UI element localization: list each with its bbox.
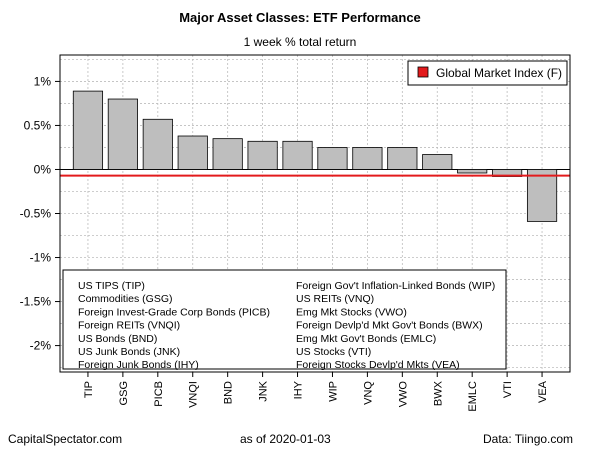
footer-source-right: Data: Tiingo.com	[483, 432, 574, 446]
y-tick-label: -1.5%	[20, 295, 52, 309]
bar-vnqi	[177, 135, 208, 170]
bars	[72, 90, 558, 222]
y-tick-label: -0.5%	[20, 207, 52, 221]
x-tick-label-vti: VTI	[502, 381, 514, 398]
footer-source-left: CapitalSpectator.com	[8, 432, 123, 446]
chart-title: Major Asset Classes: ETF Performance	[179, 10, 421, 25]
x-tick-label-ihy: IHY	[293, 380, 305, 399]
key-entry: US Junk Bonds (JNK)	[78, 346, 180, 358]
x-tick-label-gsg: GSG	[118, 381, 130, 405]
legend: Global Market Index (F)	[407, 60, 568, 86]
y-tick-label: -2%	[30, 339, 52, 353]
x-tick-label-jnk: JNK	[258, 380, 270, 401]
chart-subtitle: 1 week % total return	[243, 35, 357, 49]
bar-bnd	[212, 138, 243, 170]
x-tick-label-vnq: VNQ	[362, 381, 374, 405]
key-entry: US REITs (VNQ)	[296, 293, 374, 305]
ticker-key-box: US TIPS (TIP)Commodities (GSG)Foreign In…	[62, 269, 507, 371]
y-tick-label: 1%	[34, 74, 52, 88]
x-axis: TIP GSG PICB VNQI BND JNK IHY WIP VNQ VWO BWX EMLC V…	[83, 372, 549, 412]
y-axis: 1% 0.5% 0% -0.5% -1% -1.5% -2%	[20, 74, 60, 353]
legend-label: Global Market Index (F)	[436, 66, 562, 80]
key-entry: Foreign Invest-Grade Corp Bonds (PICB)	[78, 306, 270, 318]
y-tick-label: 0%	[34, 162, 52, 176]
key-entry: Emg Mkt Stocks (VWO)	[296, 306, 407, 318]
legend-swatch	[417, 66, 429, 78]
key-entry: Foreign Devlp'd Mkt Gov't Bonds (BWX)	[296, 320, 483, 332]
x-tick-label-vwo: VWO	[397, 381, 409, 408]
key-box-frame	[62, 269, 507, 370]
plot-border	[59, 54, 571, 373]
key-entry: Foreign Junk Bonds (IHY)	[78, 359, 199, 371]
x-tick-label-vnqi: VNQI	[188, 381, 200, 408]
key-entry: US Stocks (VTI)	[296, 346, 371, 358]
key-entry: US TIPS (TIP)	[78, 280, 145, 292]
key-entry: Foreign Stocks Devlp'd Mkts (VEA)	[296, 359, 460, 371]
bar-bwx	[422, 154, 453, 170]
bar-wip	[317, 147, 348, 170]
bar-gsg	[107, 98, 138, 170]
footer-date: as of 2020-01-03	[240, 432, 331, 446]
x-tick-label-bnd: BND	[223, 381, 235, 404]
key-entry: Foreign REITs (VNQI)	[78, 320, 180, 332]
bar-ihy	[282, 140, 313, 170]
bar-jnk	[247, 140, 278, 170]
bar-vwo	[387, 147, 418, 170]
x-tick-label-emlc: EMLC	[467, 381, 479, 412]
key-entry: US Bonds (BND)	[78, 333, 157, 345]
y-tick-label: -1%	[30, 251, 52, 265]
key-entry: Foreign Gov't Inflation-Linked Bonds (WI…	[296, 280, 495, 292]
legend-frame	[407, 60, 568, 86]
key-entry: Emg Mkt Gov't Bonds (EMLC)	[296, 333, 436, 345]
bar-picb	[142, 118, 173, 170]
y-tick-label: 0.5%	[24, 118, 52, 132]
x-tick-label-vea: VEA	[537, 380, 549, 403]
key-entry: Commodities (GSG)	[78, 293, 173, 305]
bar-vnq	[352, 147, 383, 170]
x-tick-label-wip: WIP	[327, 381, 339, 402]
x-tick-label-bwx: BWX	[432, 380, 444, 406]
bar-emlc	[457, 169, 488, 174]
bar-tip	[72, 90, 104, 170]
bar-vea	[526, 169, 558, 222]
x-tick-label-picb: PICB	[153, 381, 165, 407]
x-tick-label-tip: TIP	[83, 381, 95, 398]
